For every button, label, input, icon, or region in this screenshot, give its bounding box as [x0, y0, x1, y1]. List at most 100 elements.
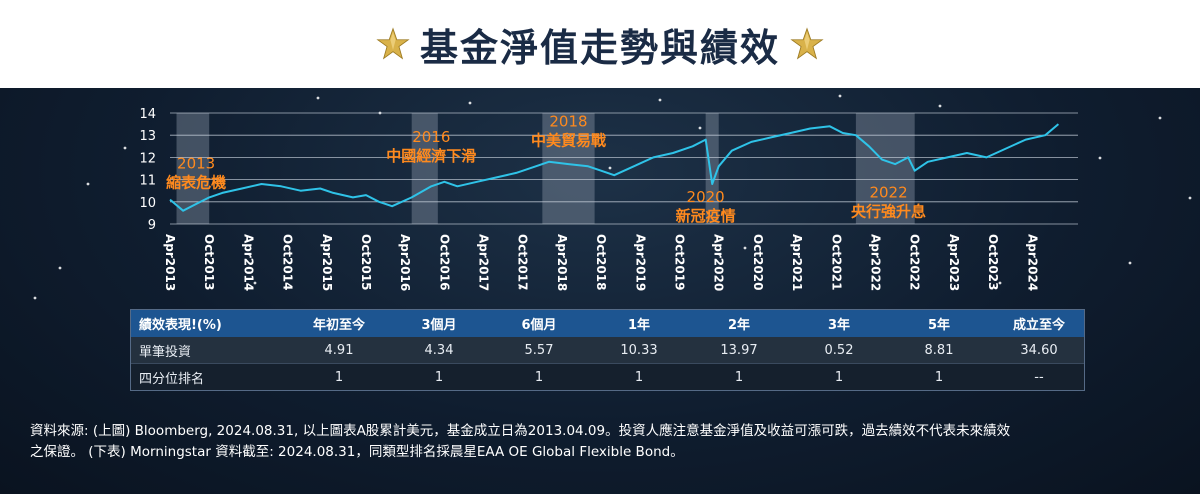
table-header-row: 績效表現!(%) 年初至今 3個月 6個月 1年 2年 3年 5年 成立至今: [131, 310, 1084, 337]
annotation-label: 縮表危機: [166, 174, 226, 192]
table-header-cell: 3年: [827, 318, 851, 333]
table-cell: 8.81: [924, 342, 954, 358]
nav-series: [169, 123, 1060, 212]
chart-gridlines: [170, 112, 1078, 225]
background-star: [468, 101, 472, 105]
annotation-label: 中國經濟下滑: [386, 147, 476, 165]
background-star: [123, 146, 127, 150]
shaded-period: [411, 113, 438, 224]
page-title: 基金淨值走勢與績效: [419, 25, 780, 70]
background-star: [698, 126, 702, 130]
source-line: 之保證。 (下表) Morningstar 資料截至: 2024.08.31，同…: [30, 444, 684, 460]
shaded-period: [855, 113, 915, 224]
x-tick-label: Apr2024: [1025, 234, 1039, 291]
annotation-year: 2020: [687, 188, 725, 206]
table-header-cell: 2年: [727, 318, 751, 333]
table-cell: 1: [834, 369, 844, 385]
row-label: 單筆投資: [139, 344, 192, 360]
background-star: [658, 98, 662, 102]
table-cell: 4.34: [424, 342, 454, 358]
x-tick-label: Oct2013: [202, 234, 216, 290]
x-tick-label: Oct2021: [829, 234, 843, 290]
x-tick-label: Apr2023: [947, 234, 961, 291]
background-star: [1158, 116, 1162, 120]
star-icon: [376, 27, 410, 60]
x-tick-label: Apr2017: [477, 234, 491, 291]
y-tick-label: 11: [139, 174, 156, 189]
table-header-cell: 績效表現!(%): [139, 318, 222, 333]
header-banner: 基金淨值走勢與績效: [0, 0, 1200, 88]
annotation-label: 新冠疫情: [676, 207, 736, 225]
annotation-year: 2013: [177, 155, 215, 173]
background-stars: [33, 94, 1192, 300]
background-star: [938, 104, 942, 108]
background-star: [1098, 156, 1102, 160]
table-header-cell: 6個月: [521, 318, 557, 333]
y-tick-label: 9: [148, 218, 156, 233]
x-tick-label: Apr2018: [555, 234, 569, 291]
x-tick-label: Oct2016: [437, 234, 451, 290]
background-star: [838, 94, 842, 98]
background-star: [253, 281, 257, 285]
source-line: 資料來源: (上圖) Bloomberg, 2024.08.31, 以上圖表A股…: [30, 423, 1011, 439]
x-tick-label: Oct2015: [359, 234, 373, 290]
background-star: [518, 286, 522, 290]
table-row: 單筆投資 4.91 4.34 5.57 10.33 13.97 0.52 8.8…: [131, 337, 1084, 363]
y-tick-label: 10: [139, 196, 156, 211]
source-disclaimer: 資料來源: (上圖) Bloomberg, 2024.08.31, 以上圖表A股…: [30, 421, 1175, 463]
x-tick-label: Oct2017: [516, 234, 530, 290]
shaded-period: [542, 113, 595, 224]
background-star: [1128, 261, 1132, 265]
table-cell: 1: [534, 369, 544, 385]
star-icon: [790, 27, 824, 60]
performance-table: 績效表現!(%) 年初至今 3個月 6個月 1年 2年 3年 5年 成立至今 單…: [130, 309, 1085, 391]
table-header-cell: 3個月: [421, 318, 457, 333]
y-axis-ticks: 9 10 11 12 13 14: [139, 107, 156, 233]
annotation-year: 2022: [869, 183, 907, 201]
y-tick-label: 12: [139, 151, 156, 166]
x-tick-label: Apr2013: [163, 234, 177, 291]
background-star: [1188, 196, 1192, 200]
nav-line: [169, 123, 1060, 212]
table-cell: 1: [634, 369, 644, 385]
x-tick-label: Apr2020: [712, 234, 726, 291]
table-cell: 10.33: [620, 342, 658, 358]
background-star: [316, 96, 320, 100]
table-cell: 5.57: [524, 342, 554, 358]
shaded-period: [705, 113, 719, 224]
background-star: [33, 296, 37, 300]
background-star: [58, 266, 62, 270]
table-cell: 34.60: [1020, 342, 1058, 358]
event-shading: [176, 113, 915, 224]
background-star: [998, 281, 1002, 285]
x-tick-label: Oct2023: [986, 234, 1000, 290]
table-cell: --: [1034, 369, 1044, 385]
table-cell: 1: [434, 369, 444, 385]
table-cell: 1: [734, 369, 744, 385]
x-tick-label: Apr2016: [398, 234, 412, 291]
y-tick-label: 13: [139, 129, 156, 144]
table-cell: 13.97: [720, 342, 758, 358]
nav-line-chart: 9 10 11 12 13 14 Apr2013 Oct2013 Apr2014 Oct2014…: [33, 94, 1192, 300]
x-tick-label: Apr2014: [241, 234, 255, 291]
table-cell: 4.91: [324, 342, 354, 358]
table-header-cell: 成立至今: [1012, 318, 1065, 333]
table-header-cell: 1年: [627, 318, 651, 333]
x-tick-label: Apr2019: [633, 234, 647, 291]
annotation-year: 2016: [412, 128, 450, 146]
annotation-label: 央行強升息: [851, 202, 926, 220]
x-tick-label: Oct2020: [751, 234, 765, 290]
table-cell: 1: [334, 369, 344, 385]
x-tick-label: Oct2019: [673, 234, 687, 290]
background-star: [86, 182, 90, 186]
x-tick-label: Apr2021: [790, 234, 804, 291]
row-label: 四分位排名: [139, 371, 205, 387]
table-header-cell: 5年: [927, 318, 951, 333]
x-tick-label: Oct2014: [281, 234, 295, 290]
x-tick-label: Oct2018: [594, 234, 608, 290]
x-tick-label: Oct2022: [908, 234, 922, 290]
table-header-cell: 年初至今: [312, 318, 365, 333]
annotation-label: 中美貿易戰: [531, 131, 606, 149]
